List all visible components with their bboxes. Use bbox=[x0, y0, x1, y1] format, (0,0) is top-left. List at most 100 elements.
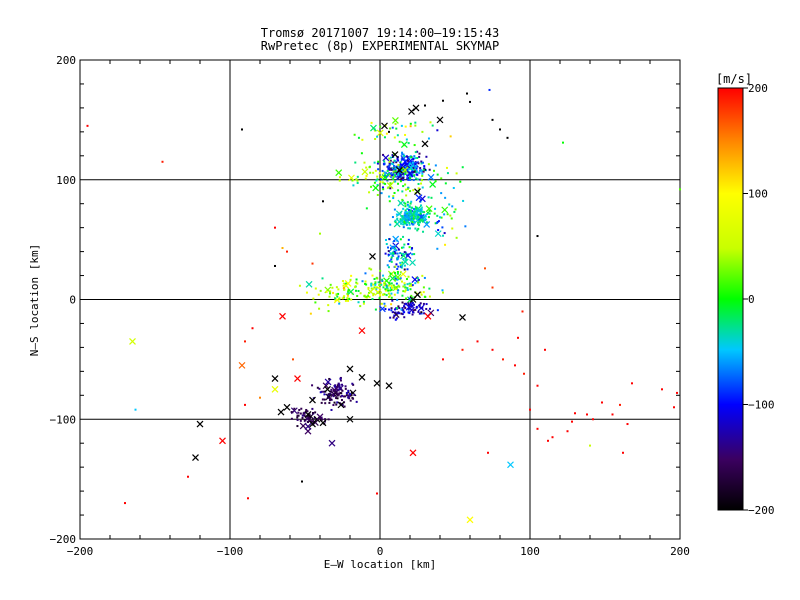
data-point bbox=[299, 412, 302, 415]
data-point bbox=[244, 403, 246, 406]
data-point bbox=[442, 358, 444, 361]
data-point bbox=[259, 396, 261, 399]
data-point-cross bbox=[324, 378, 332, 386]
data-point bbox=[421, 174, 424, 177]
data-point bbox=[374, 281, 377, 284]
x-tick-label: 0 bbox=[377, 545, 384, 558]
data-point bbox=[339, 395, 342, 398]
data-point bbox=[408, 205, 411, 208]
data-point bbox=[340, 392, 343, 395]
data-point bbox=[443, 232, 446, 235]
data-point bbox=[562, 141, 564, 144]
data-point bbox=[391, 299, 394, 302]
data-point bbox=[389, 156, 392, 159]
data-point bbox=[442, 99, 444, 102]
data-point bbox=[397, 265, 400, 268]
data-point bbox=[544, 348, 546, 351]
data-point bbox=[425, 307, 428, 310]
data-point bbox=[394, 219, 397, 222]
data-point bbox=[455, 236, 458, 239]
data-point bbox=[434, 164, 437, 167]
x-tick-label: −200 bbox=[67, 545, 94, 558]
chart-title: Tromsø 20171007 19:14:00–19:15:43 bbox=[261, 26, 499, 40]
data-point-cross bbox=[358, 373, 366, 381]
data-point bbox=[417, 281, 420, 284]
data-point bbox=[407, 176, 410, 179]
data-point bbox=[536, 427, 539, 430]
data-point-cross bbox=[335, 169, 343, 177]
data-point bbox=[356, 282, 359, 285]
data-point bbox=[420, 208, 423, 211]
data-point bbox=[396, 217, 399, 220]
data-point bbox=[413, 155, 416, 158]
data-point bbox=[324, 402, 327, 405]
data-point bbox=[413, 221, 416, 224]
data-point bbox=[308, 418, 311, 421]
data-point bbox=[333, 394, 336, 397]
data-point bbox=[381, 181, 384, 184]
data-point bbox=[673, 406, 675, 409]
data-point-cross bbox=[441, 206, 449, 214]
data-point bbox=[409, 164, 412, 167]
data-point bbox=[435, 222, 438, 225]
data-point bbox=[661, 388, 663, 391]
data-point bbox=[402, 252, 405, 255]
data-point-cross bbox=[294, 375, 301, 382]
data-point bbox=[390, 288, 393, 291]
data-point bbox=[388, 195, 391, 198]
data-point bbox=[337, 288, 340, 291]
data-point-cross bbox=[414, 188, 421, 196]
data-point bbox=[337, 393, 340, 396]
data-point bbox=[420, 218, 423, 221]
data-point bbox=[290, 411, 293, 414]
data-point bbox=[348, 397, 351, 400]
data-point bbox=[421, 130, 424, 133]
data-point bbox=[338, 385, 341, 388]
data-point bbox=[344, 299, 347, 302]
data-point bbox=[394, 279, 397, 282]
data-point bbox=[333, 401, 336, 404]
data-point-cross bbox=[421, 140, 429, 148]
y-tick-label: 200 bbox=[56, 54, 76, 67]
data-point-cross bbox=[415, 194, 423, 202]
data-point bbox=[378, 287, 381, 290]
data-point bbox=[446, 172, 449, 175]
data-point-cross bbox=[304, 411, 312, 418]
data-point bbox=[414, 163, 417, 166]
data-point bbox=[306, 415, 309, 418]
data-point bbox=[392, 167, 395, 170]
data-point bbox=[389, 127, 392, 130]
data-point bbox=[384, 308, 387, 311]
data-point bbox=[404, 290, 407, 293]
data-point bbox=[523, 372, 525, 375]
data-point-cross bbox=[395, 218, 403, 226]
data-point bbox=[441, 289, 444, 292]
data-point bbox=[409, 202, 412, 205]
data-point bbox=[389, 187, 392, 190]
data-point bbox=[383, 174, 386, 177]
data-point bbox=[341, 394, 344, 397]
data-point bbox=[357, 136, 360, 139]
data-point bbox=[298, 408, 301, 411]
data-point bbox=[390, 168, 393, 171]
data-point bbox=[334, 384, 337, 387]
data-point bbox=[401, 190, 404, 193]
data-point bbox=[374, 138, 377, 141]
data-point bbox=[318, 387, 321, 390]
data-point bbox=[347, 299, 350, 302]
data-point bbox=[405, 194, 408, 197]
data-point bbox=[356, 179, 359, 182]
data-point bbox=[436, 173, 439, 176]
data-point-cross bbox=[381, 174, 389, 181]
data-point bbox=[396, 258, 399, 261]
data-point bbox=[379, 282, 382, 285]
data-point bbox=[414, 171, 417, 174]
data-point bbox=[402, 173, 405, 176]
data-point bbox=[390, 307, 393, 310]
data-point bbox=[407, 238, 410, 241]
data-point bbox=[408, 222, 411, 225]
data-point bbox=[396, 177, 399, 180]
data-point bbox=[323, 398, 326, 401]
data-point bbox=[412, 189, 415, 192]
